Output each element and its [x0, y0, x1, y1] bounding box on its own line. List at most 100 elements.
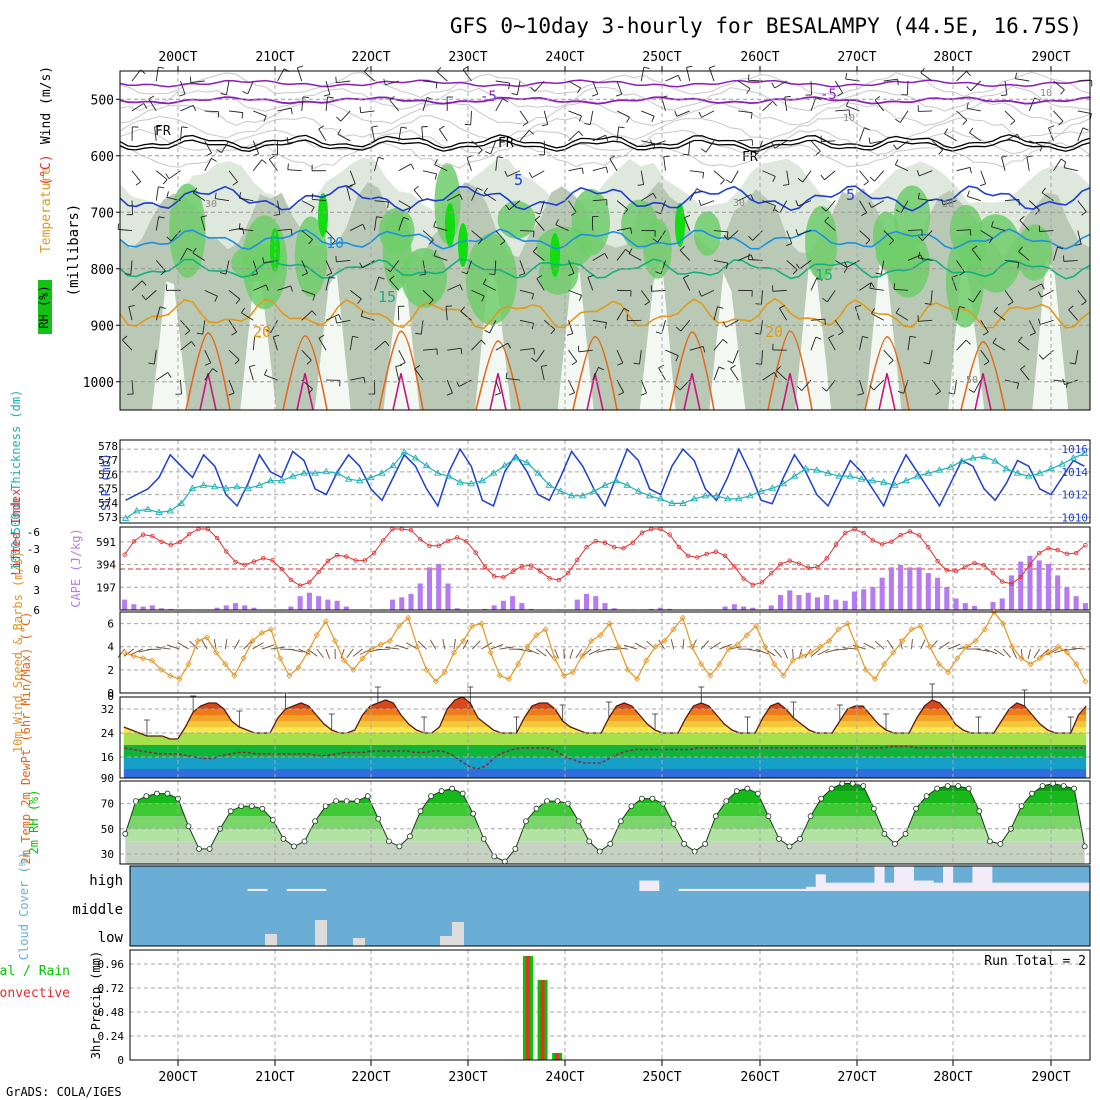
wind-barb	[180, 247, 188, 261]
wind-barb-feather	[522, 122, 529, 127]
lifted-index-marker	[362, 558, 368, 563]
wind-barb	[318, 337, 327, 351]
thickness-marker	[779, 479, 788, 487]
rh-marker	[691, 848, 698, 855]
pressure-tick-label: 700	[91, 206, 114, 221]
wind-barb-feather	[286, 137, 289, 144]
panel-frame	[119, 611, 1091, 694]
wind10-marker	[295, 664, 302, 671]
cape-bar	[297, 596, 303, 610]
wind-barb	[660, 260, 666, 274]
wind-barb-feather	[507, 342, 512, 349]
wind-barb-feather	[605, 135, 609, 142]
rh-marker	[976, 808, 983, 815]
wind10-barb	[975, 648, 990, 652]
wind-barb	[536, 278, 545, 291]
wind-barb	[362, 260, 375, 269]
wind-barb	[1028, 97, 1035, 112]
wind-barb	[204, 110, 219, 113]
wind-barb-feather	[384, 340, 390, 347]
wind-barb	[495, 379, 502, 394]
rh-contour	[119, 100, 1091, 127]
wind-barb	[460, 311, 472, 321]
wind-barb	[641, 192, 654, 202]
wind-top-tick-label: 0	[107, 690, 114, 703]
wind10-barb	[340, 648, 345, 659]
rh-marker	[733, 788, 740, 794]
wind-barb-feather	[675, 385, 681, 391]
wind-barb-feather	[861, 212, 867, 216]
wind-barb	[268, 159, 278, 171]
wind10-marker	[1045, 649, 1052, 656]
wind-barb	[616, 249, 626, 261]
wind-barb	[922, 230, 933, 241]
wind-barb-feather	[966, 102, 969, 109]
wind-barb	[761, 290, 763, 305]
wind-barb-feather	[428, 299, 434, 305]
cloud-high-bar	[972, 866, 983, 891]
wind-barb	[609, 158, 618, 171]
cape-bar	[916, 567, 922, 610]
wind-barb	[980, 349, 990, 362]
thickness-marker	[991, 457, 1000, 464]
wind10-barb	[156, 646, 171, 650]
wind-barb	[966, 107, 981, 112]
wind-barb-feather	[464, 123, 471, 126]
wind-barb	[752, 230, 763, 241]
lifted-index-marker	[464, 538, 469, 544]
wind-barb	[200, 216, 206, 231]
cape-bar	[519, 603, 525, 610]
wind-barb-feather	[923, 362, 930, 365]
lifted-index-marker	[307, 580, 312, 585]
cape-bar	[1027, 555, 1033, 610]
wind-barb-feather	[1020, 365, 1026, 370]
wind10-marker	[386, 637, 394, 644]
wind-axis-label: Wind (m/s)	[39, 66, 54, 144]
wind-barb-feather	[419, 273, 426, 276]
wind-barb	[732, 350, 739, 364]
temp-bottom-tick-label: 90	[101, 772, 114, 785]
wind-barb-feather	[959, 306, 966, 309]
wind-barb-feather	[941, 199, 944, 206]
wind-barb	[1001, 157, 1006, 171]
cape-bar	[741, 606, 747, 610]
wind10-marker	[213, 649, 220, 656]
wind-barb	[180, 341, 192, 351]
wind-barb	[483, 283, 496, 291]
cape-bar	[777, 595, 784, 610]
wind-barb-feather	[772, 205, 776, 212]
cape-bar	[999, 598, 1005, 610]
wind-barb	[374, 276, 380, 291]
wind-barb	[287, 169, 302, 172]
wind-barb-feather	[1048, 125, 1055, 129]
wind-barb-feather	[1017, 262, 1020, 269]
wind-barb	[1004, 133, 1018, 142]
cloud-high-bar	[923, 880, 934, 891]
wind-barb	[221, 140, 230, 153]
wind10-marker	[231, 672, 238, 679]
wind-barb-feather	[311, 310, 317, 316]
wind-barb	[700, 200, 715, 207]
wind-barb-feather	[682, 153, 689, 156]
wind-barb	[1063, 167, 1078, 172]
wind-barb-feather	[478, 149, 483, 155]
wind-barb	[350, 376, 365, 381]
wind-barb-feather	[837, 92, 843, 97]
wind-barb-feather	[434, 159, 438, 165]
wind-barb-feather	[135, 181, 141, 186]
wind-barb-feather	[532, 246, 538, 253]
rh-marker	[533, 805, 540, 812]
wind-barb	[826, 379, 836, 392]
wind-barb-feather	[439, 125, 445, 130]
wind10-barb	[545, 648, 553, 658]
temp-contour-30	[781, 373, 799, 411]
wind-barb	[543, 110, 549, 125]
wind-barb	[918, 257, 933, 261]
wind-barb-feather	[918, 236, 923, 241]
lifted-index-marker	[1036, 550, 1042, 556]
wind10-marker	[176, 676, 183, 683]
wind-barb	[779, 308, 788, 321]
wind-barb-feather	[1041, 283, 1045, 290]
time-label-top: 28OCT	[933, 50, 972, 65]
wind-barb-feather	[698, 290, 702, 297]
